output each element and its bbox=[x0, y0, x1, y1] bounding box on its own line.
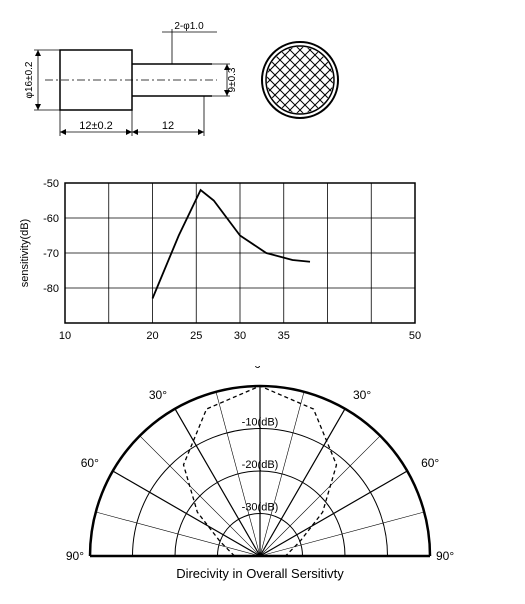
svg-text:2-φ1.0: 2-φ1.0 bbox=[174, 21, 204, 32]
svg-text:12±0.2: 12±0.2 bbox=[79, 120, 113, 132]
svg-text:-60: -60 bbox=[43, 213, 59, 225]
svg-text:30°: 30° bbox=[353, 388, 371, 402]
svg-text:50: 50 bbox=[409, 330, 421, 342]
svg-text:-50: -50 bbox=[43, 178, 59, 190]
svg-text:-80: -80 bbox=[43, 283, 59, 295]
technical-drawing-svg: 12±0.2 12 φ16±0.2 2-φ1.0 9±0.3 bbox=[10, 10, 515, 160]
svg-text:-20(dB): -20(dB) bbox=[242, 459, 279, 471]
svg-text:20: 20 bbox=[146, 330, 158, 342]
directivity-chart: 90° 60° 30° 0° 30° 60° 90° -10(dB) -20(dB) -30(dB… bbox=[10, 366, 525, 586]
svg-text:-70: -70 bbox=[43, 248, 59, 260]
svg-text:sensitivity(dB): sensitivity(dB) bbox=[19, 219, 31, 287]
svg-text:90°: 90° bbox=[436, 549, 454, 563]
svg-text:25: 25 bbox=[190, 330, 202, 342]
svg-text:-10(dB): -10(dB) bbox=[242, 417, 279, 429]
svg-text:φ16±0.2: φ16±0.2 bbox=[24, 61, 35, 98]
svg-text:10: 10 bbox=[59, 330, 71, 342]
svg-text:30°: 30° bbox=[149, 388, 167, 402]
sensitivity-chart-svg: 10 20 25 30 35 50 -50 -60 -70 -80 sensitivity(dB) bbox=[10, 168, 515, 358]
svg-text:60°: 60° bbox=[81, 456, 99, 470]
svg-text:-30(dB): -30(dB) bbox=[242, 502, 279, 514]
directivity-chart-svg: 90° 60° 30° 0° 30° 60° 90° -10(dB) -20(dB) -30(dB… bbox=[10, 366, 515, 586]
technical-drawing: 12±0.2 12 φ16±0.2 2-φ1.0 9±0.3 bbox=[10, 10, 525, 160]
svg-text:Direcivity in Overall Sersitiv: Direcivity in Overall Sersitivty bbox=[176, 566, 344, 581]
svg-text:90°: 90° bbox=[66, 549, 84, 563]
svg-text:60°: 60° bbox=[421, 456, 439, 470]
svg-text:9±0.3: 9±0.3 bbox=[227, 67, 238, 92]
svg-text:12: 12 bbox=[162, 120, 174, 132]
sensitivity-chart: 10 20 25 30 35 50 -50 -60 -70 -80 sensitivity(dB) bbox=[10, 168, 525, 358]
svg-text:35: 35 bbox=[278, 330, 290, 342]
svg-text:0°: 0° bbox=[254, 366, 266, 371]
svg-text:30: 30 bbox=[234, 330, 246, 342]
